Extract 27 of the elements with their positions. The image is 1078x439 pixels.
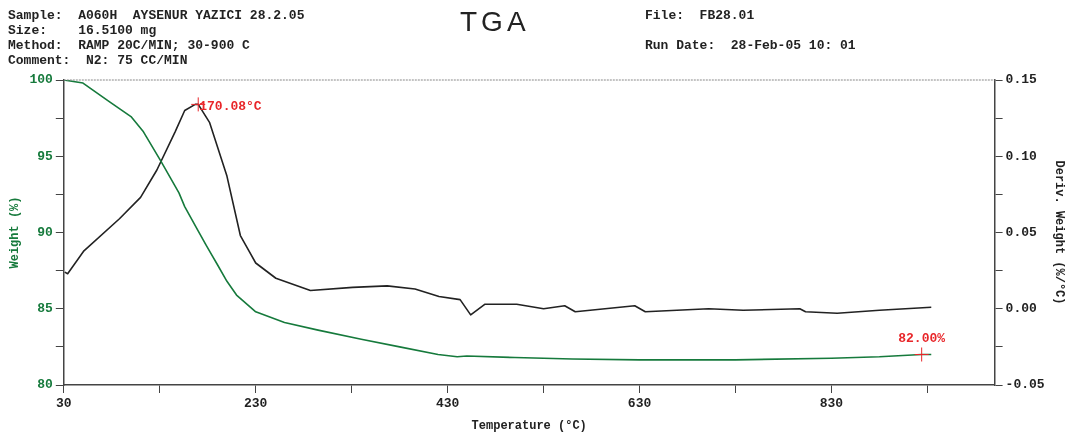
y2-tick-label: 0.05	[1005, 224, 1037, 240]
x-tick-label: 830	[819, 396, 844, 412]
text: Sample: A060H AYSENUR YAZICI 28.2.05	[8, 8, 305, 23]
y-tick-label: 95	[37, 148, 53, 164]
annotation: 170.08°C	[199, 98, 262, 114]
x-tick-label: 430	[435, 396, 460, 412]
y2-axis-title: Deriv. Weight (%/°C)	[1051, 160, 1066, 305]
text: Run Date: 28-Feb-05 10: 01	[645, 38, 856, 53]
y2-tick-label: 0.10	[1005, 148, 1037, 164]
text: Size: 16.5100 mg	[8, 23, 158, 38]
y2-tick-label: 0.15	[1005, 72, 1037, 88]
text: Comment: N2: 75 CC/MIN	[8, 53, 189, 68]
y2-tick-label: -0.05	[1005, 377, 1045, 393]
text: Method: RAMP 20C/MIN; 30-900 C	[8, 38, 251, 53]
chart-title: TGA	[460, 6, 530, 38]
annotation: 82.00%	[898, 331, 946, 347]
y-tick-label: 90	[37, 224, 53, 240]
y-tick-label: 85	[37, 301, 53, 317]
y-axis-title: Weight (%)	[8, 196, 23, 269]
y2-tick-label: 0.00	[1005, 301, 1037, 317]
x-tick-label: 30	[56, 396, 72, 412]
y-tick-label: 100	[29, 72, 53, 88]
y-tick-label: 80	[37, 377, 53, 393]
x-axis-title: Temperature (°C)	[471, 418, 587, 433]
x-tick-label: 230	[244, 396, 268, 412]
x-tick-label: 630	[627, 396, 652, 412]
text: File: FB28.01	[645, 8, 756, 23]
